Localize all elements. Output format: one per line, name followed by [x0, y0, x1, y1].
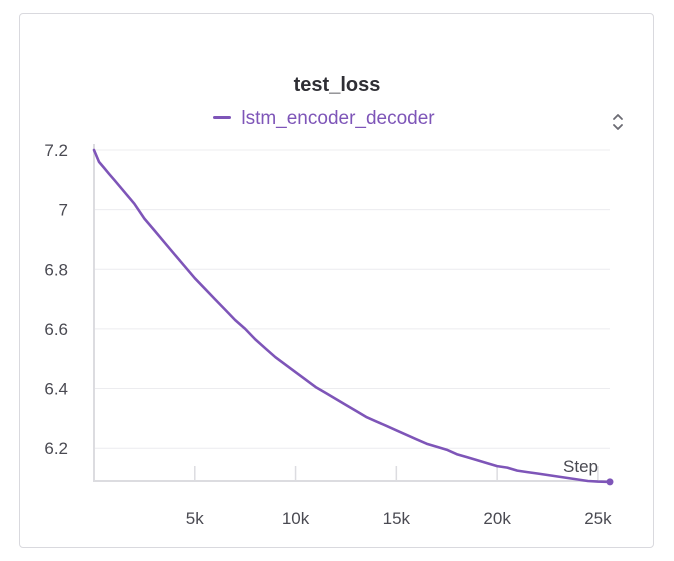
x-tick-label: 5k	[186, 509, 204, 528]
chart-title: test_loss	[293, 74, 381, 96]
x-tick-label: 25k	[584, 509, 612, 528]
y-tick-label: 6.2	[44, 439, 68, 458]
x-axis-title: Step	[563, 457, 598, 476]
x-axis-ticks: 5k 10k 15k 20k 25k	[186, 466, 612, 528]
y-tick-label: 7	[59, 201, 68, 220]
y-tick-label: 6.4	[44, 380, 68, 399]
y-axis-ticks: 6.2 6.4 6.6 6.8 7 7.2	[44, 141, 68, 458]
legend-label: lstm_encoder_decoder	[241, 108, 435, 129]
legend[interactable]: lstm_encoder_decoder	[0, 108, 648, 130]
grid-lines	[94, 149, 610, 449]
x-tick-label: 15k	[383, 509, 411, 528]
y-tick-label: 6.8	[44, 260, 68, 279]
sort-updown-icon[interactable]	[609, 110, 627, 134]
y-tick-label: 7.2	[44, 141, 68, 160]
series-line[interactable]	[92, 148, 612, 484]
axes	[93, 144, 610, 482]
chart-panel	[19, 13, 654, 548]
series-group[interactable]	[92, 148, 614, 486]
x-tick-label: 20k	[483, 509, 511, 528]
series-end-point[interactable]	[606, 478, 614, 486]
legend-swatch	[213, 115, 232, 119]
x-tick-label: 10k	[282, 509, 310, 528]
y-tick-label: 6.6	[44, 320, 68, 339]
